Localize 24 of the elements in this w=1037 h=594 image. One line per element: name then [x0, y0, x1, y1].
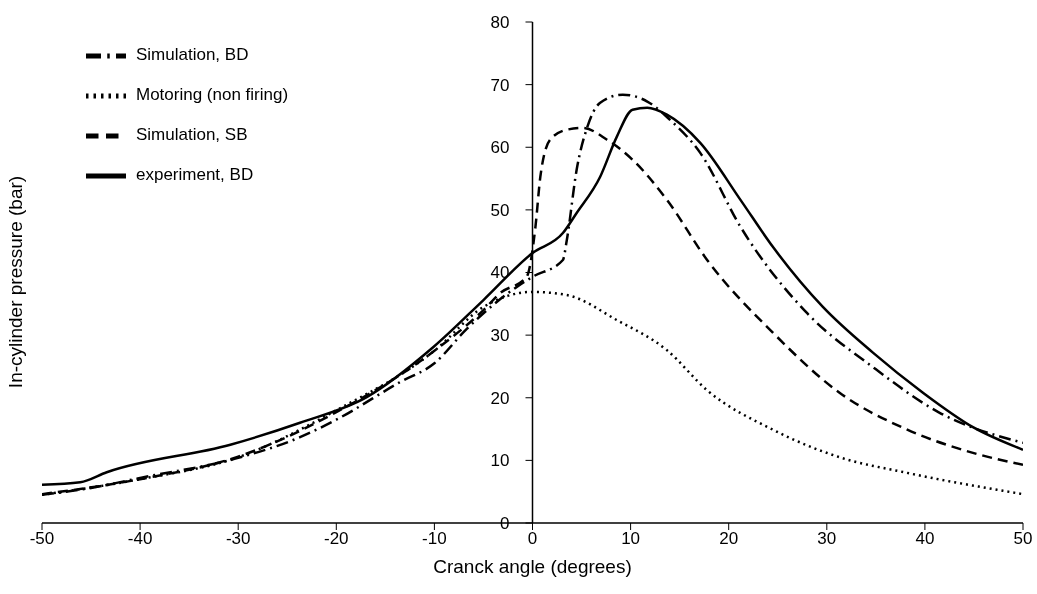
y-axis-title: In-cylinder pressure (bar) — [5, 174, 27, 391]
legend-label: Simulation, SB — [136, 125, 248, 145]
x-tick-label: 10 — [621, 529, 641, 549]
y-tick-label: 20 — [490, 388, 510, 408]
x-tick-label: 50 — [1013, 529, 1033, 549]
legend-label: Simulation, BD — [136, 45, 249, 65]
x-tick-label: 40 — [915, 529, 935, 549]
x-tick-label: -20 — [324, 529, 349, 549]
x-tick-label: -10 — [422, 529, 447, 549]
x-tick-label: -40 — [127, 529, 153, 549]
y-tick-label: 60 — [490, 138, 510, 158]
y-tick-label: 50 — [490, 200, 510, 220]
y-tick-label: 70 — [490, 75, 510, 95]
x-tick-label: 20 — [719, 529, 739, 549]
y-tick-label: 80 — [490, 12, 510, 32]
x-tick-label: 30 — [817, 529, 837, 549]
x-tick-label: -30 — [225, 529, 251, 549]
x-tick-label: -50 — [29, 529, 55, 549]
x-tick-label: 0 — [527, 529, 538, 549]
legend-label: Motoring (non firing) — [136, 85, 289, 105]
legend-label: experiment, BD — [136, 165, 254, 185]
y-tick-label: 10 — [490, 451, 510, 471]
x-axis-title: Cranck angle (degrees) — [433, 556, 632, 577]
y-tick-label: 30 — [490, 326, 510, 346]
